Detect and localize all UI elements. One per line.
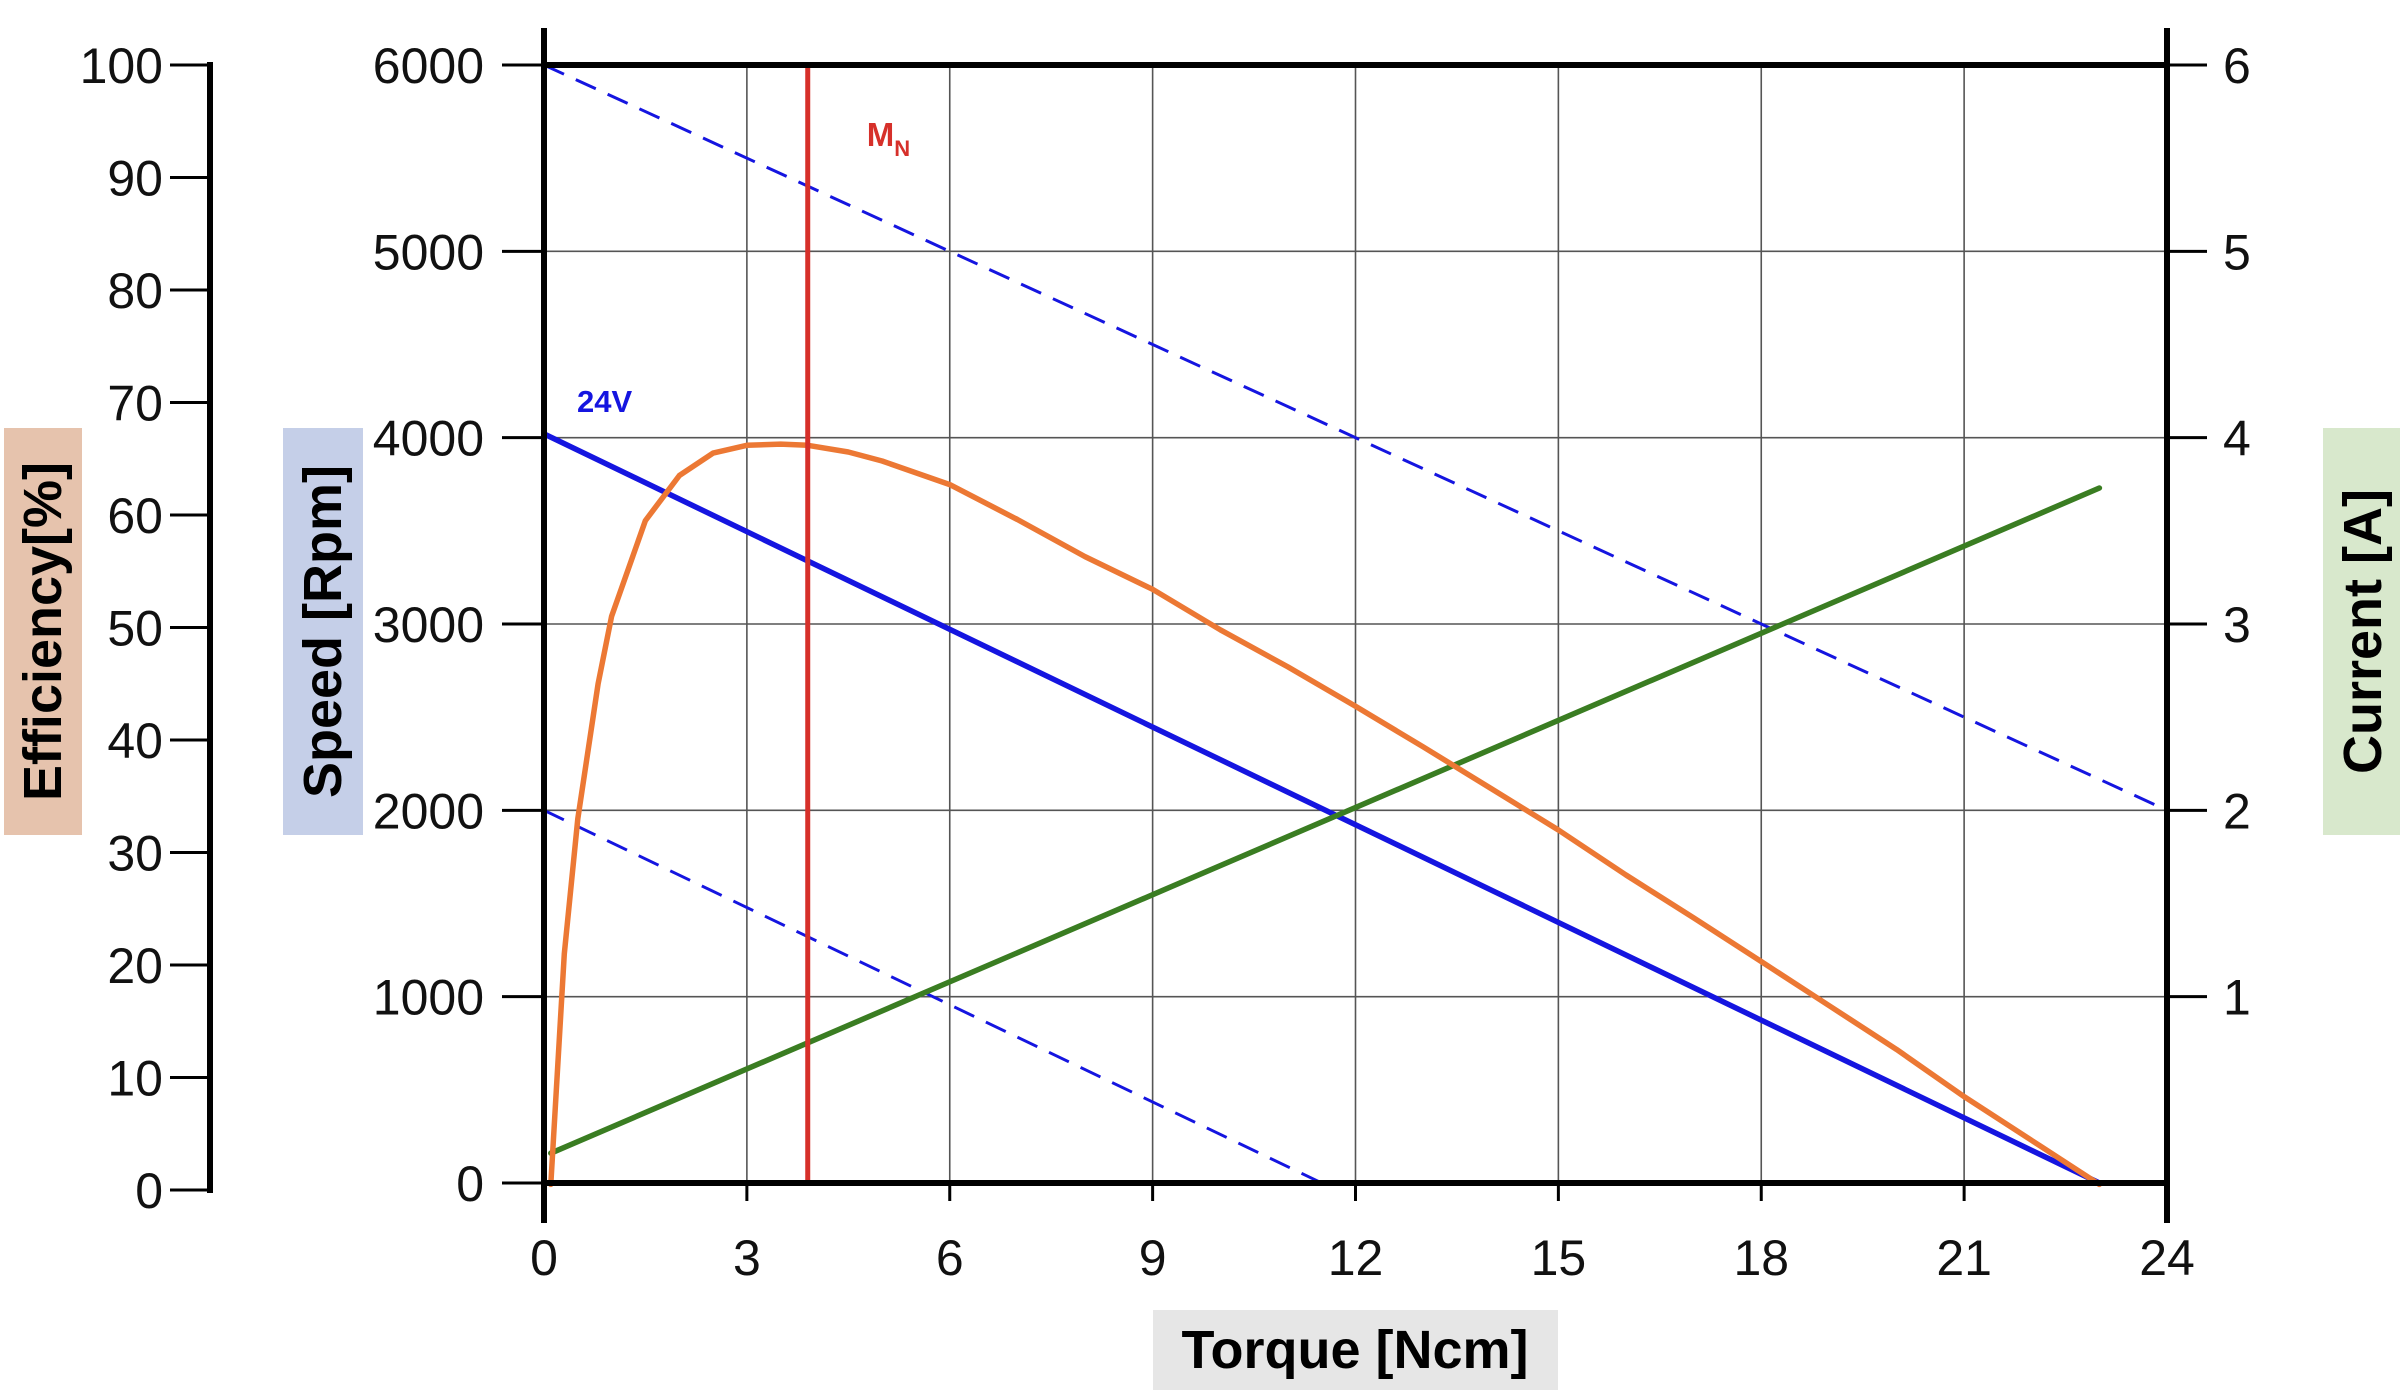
- series-line-current: [548, 485, 2103, 1156]
- speed-tick-label: 0: [456, 1156, 484, 1212]
- current-axis-title: Current [A]: [2333, 489, 2393, 774]
- efficiency-tick-label: 0: [135, 1163, 163, 1219]
- efficiency-tick-label: 10: [107, 1051, 163, 1107]
- current-tick-label: 4: [2223, 411, 2251, 467]
- x-tick-label: 6: [936, 1230, 964, 1286]
- efficiency-tick-label: 50: [107, 601, 163, 657]
- efficiency-tick-label: 100: [80, 38, 163, 94]
- current-tick-label: 6: [2223, 38, 2251, 94]
- rated-torque-label: MN: [867, 116, 910, 161]
- efficiency-tick-label: 70: [107, 376, 163, 432]
- speed-tick-label: 1000: [373, 970, 484, 1026]
- x-tick-label: 0: [530, 1230, 558, 1286]
- series-label-speed-24v: 24V: [577, 384, 632, 419]
- x-tick-label: 3: [733, 1230, 761, 1286]
- speed-tick-label: 4000: [373, 411, 484, 467]
- speed-tick-label: 2000: [373, 783, 484, 839]
- series-layer: [541, 63, 2168, 1188]
- efficiency-tick-label: 30: [107, 826, 163, 882]
- efficiency-axis-title: Efficiency[%]: [13, 462, 73, 801]
- efficiency-tick-label: 90: [107, 151, 163, 207]
- efficiency-tick-label: 60: [107, 488, 163, 544]
- efficiency-tick-label: 80: [107, 263, 163, 319]
- current-tick-label: 3: [2223, 597, 2251, 653]
- x-tick-label: 18: [1733, 1230, 1789, 1286]
- speed-tick-label: 3000: [373, 597, 484, 653]
- speed-axis-title-box: [283, 428, 363, 835]
- x-tick-label: 9: [1139, 1230, 1167, 1286]
- speed-axis-title: Speed [Rpm]: [293, 465, 353, 798]
- x-tick-label: 21: [1936, 1230, 1992, 1286]
- rated-torque-label-subscript: N: [894, 136, 910, 161]
- ticks-layer: [170, 63, 2207, 1201]
- efficiency-tick-label: 40: [107, 713, 163, 769]
- current-tick-label: 1: [2223, 970, 2251, 1026]
- x-tick-label: 15: [1531, 1230, 1587, 1286]
- x-tick-label: 24: [2139, 1230, 2195, 1286]
- current-tick-label: 2: [2223, 783, 2251, 839]
- efficiency-axis-title-box: [4, 428, 82, 835]
- x-axis-title: Torque [Ncm]: [1182, 1320, 1529, 1380]
- x-axis-title-box: [1153, 1310, 1558, 1390]
- rated-torque-label-main: M: [867, 116, 895, 153]
- x-tick-label: 12: [1328, 1230, 1384, 1286]
- current-tick-label: 5: [2223, 224, 2251, 280]
- series-line-efficiency: [548, 441, 2103, 1188]
- series-line-speed-lower-dashed: [543, 808, 1323, 1185]
- efficiency-tick-label: 20: [107, 938, 163, 994]
- current-axis-title-box: [2323, 428, 2400, 835]
- series-line-speed-24v: [541, 431, 2103, 1186]
- series-line-speed-upper-dashed: [543, 63, 2168, 812]
- grid-lines: [544, 65, 2167, 1183]
- speed-tick-label: 5000: [373, 224, 484, 280]
- speed-tick-label: 6000: [373, 38, 484, 94]
